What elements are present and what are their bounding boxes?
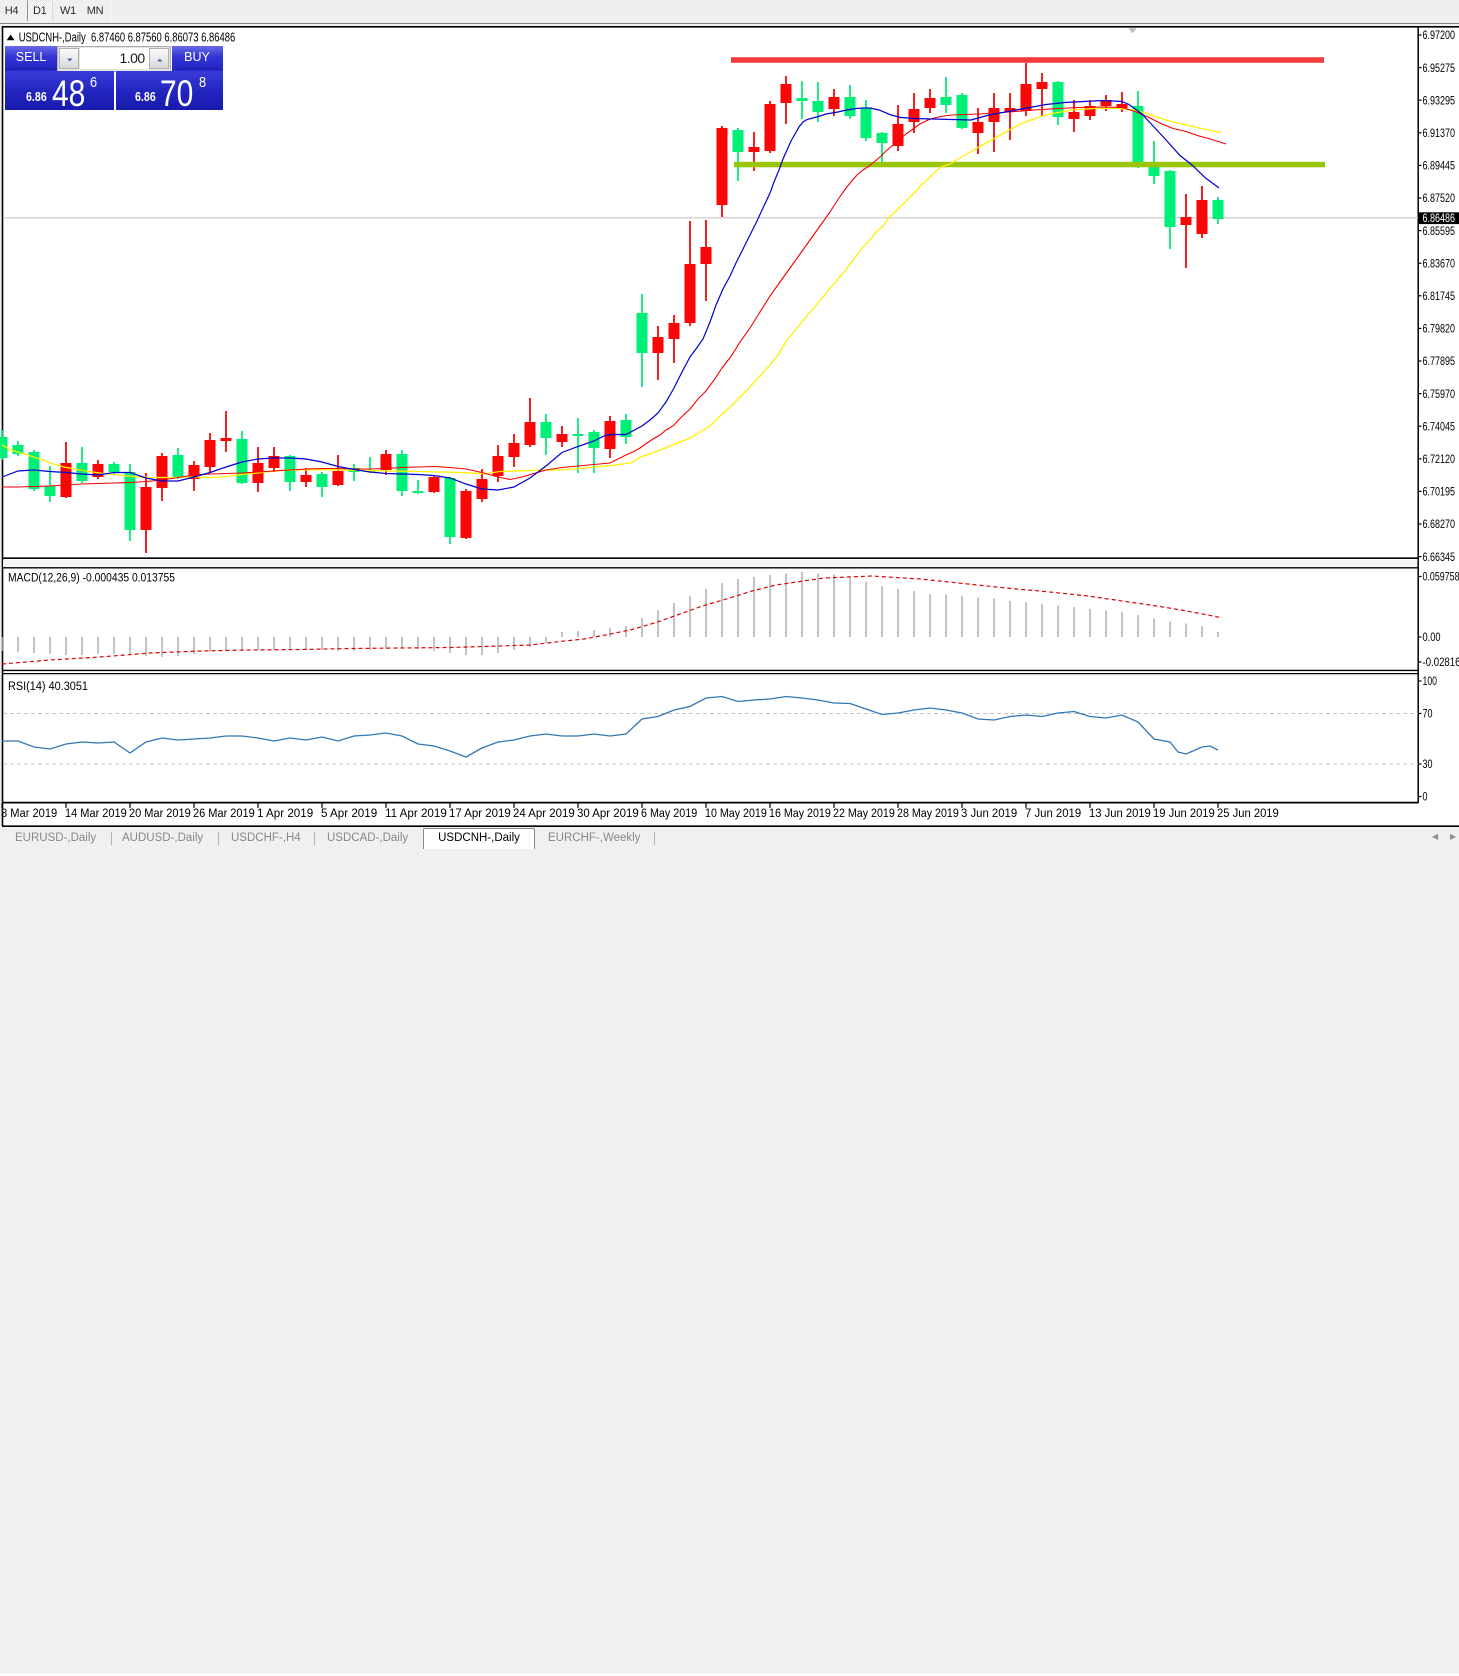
svg-text:0.059758: 0.059758 bbox=[1423, 572, 1459, 584]
svg-text:6.68270: 6.68270 bbox=[1423, 519, 1456, 531]
svg-text:6.74045: 6.74045 bbox=[1423, 421, 1456, 433]
svg-text:-0.02816: -0.02816 bbox=[1423, 657, 1459, 669]
svg-text:17 Apr 2019: 17 Apr 2019 bbox=[449, 808, 511, 820]
svg-text:6.89445: 6.89445 bbox=[1423, 161, 1456, 173]
svg-text:14 Mar 2019: 14 Mar 2019 bbox=[65, 808, 127, 820]
svg-text:8 Mar 2019: 8 Mar 2019 bbox=[1, 808, 57, 820]
svg-text:0.00: 0.00 bbox=[1423, 632, 1441, 644]
svg-text:6.91370: 6.91370 bbox=[1423, 128, 1456, 140]
svg-text:RSI(14) 40.3051: RSI(14) 40.3051 bbox=[8, 681, 88, 693]
svg-text:6 May 2019: 6 May 2019 bbox=[641, 808, 697, 820]
svg-text:USDCNH-,Daily 6.87460 6.87560: USDCNH-,Daily 6.87460 6.87560 6.86073 6.… bbox=[19, 31, 236, 45]
svg-text:6.85595: 6.85595 bbox=[1423, 226, 1456, 238]
svg-text:MACD(12,26,9) -0.000435 0.0137: MACD(12,26,9) -0.000435 0.013755 bbox=[8, 573, 175, 585]
svg-text:6.72120: 6.72120 bbox=[1423, 454, 1456, 466]
svg-text:30: 30 bbox=[1423, 759, 1433, 771]
svg-text:24 Apr 2019: 24 Apr 2019 bbox=[513, 808, 575, 820]
svg-text:6.86486: 6.86486 bbox=[1423, 213, 1456, 225]
svg-text:22 May 2019: 22 May 2019 bbox=[833, 808, 895, 820]
svg-text:70: 70 bbox=[1423, 709, 1433, 721]
svg-text:20 Mar 2019: 20 Mar 2019 bbox=[129, 808, 191, 820]
svg-text:6.79820: 6.79820 bbox=[1423, 324, 1456, 336]
svg-text:6.83670: 6.83670 bbox=[1423, 258, 1456, 270]
svg-text:6.81745: 6.81745 bbox=[1423, 291, 1456, 303]
svg-text:6.97200: 6.97200 bbox=[1423, 30, 1456, 42]
svg-text:6.75970: 6.75970 bbox=[1423, 389, 1456, 401]
svg-text:25 Jun 2019: 25 Jun 2019 bbox=[1217, 808, 1279, 820]
svg-text:6.93295: 6.93295 bbox=[1423, 95, 1456, 107]
svg-text:7 Jun 2019: 7 Jun 2019 bbox=[1025, 808, 1081, 820]
svg-text:6.70195: 6.70195 bbox=[1423, 487, 1456, 499]
svg-text:3 Jun 2019: 3 Jun 2019 bbox=[961, 808, 1017, 820]
svg-text:100: 100 bbox=[1423, 676, 1438, 688]
svg-text:28 May 2019: 28 May 2019 bbox=[897, 808, 959, 820]
svg-text:10 May 2019: 10 May 2019 bbox=[705, 808, 767, 820]
svg-text:11 Apr 2019: 11 Apr 2019 bbox=[385, 808, 447, 820]
svg-text:26 Mar 2019: 26 Mar 2019 bbox=[193, 808, 255, 820]
svg-text:6.77895: 6.77895 bbox=[1423, 356, 1456, 368]
svg-text:6.95275: 6.95275 bbox=[1423, 63, 1456, 75]
svg-text:13 Jun 2019: 13 Jun 2019 bbox=[1089, 808, 1151, 820]
svg-text:0: 0 bbox=[1423, 792, 1428, 804]
svg-text:30 Apr 2019: 30 Apr 2019 bbox=[577, 808, 639, 820]
svg-text:1 Apr 2019: 1 Apr 2019 bbox=[257, 808, 313, 820]
svg-text:6.66345: 6.66345 bbox=[1423, 552, 1456, 564]
svg-text:19 Jun 2019: 19 Jun 2019 bbox=[1153, 808, 1215, 820]
svg-text:5 Apr 2019: 5 Apr 2019 bbox=[321, 808, 377, 820]
svg-text:6.87520: 6.87520 bbox=[1423, 193, 1456, 205]
svg-text:16 May 2019: 16 May 2019 bbox=[769, 808, 831, 820]
